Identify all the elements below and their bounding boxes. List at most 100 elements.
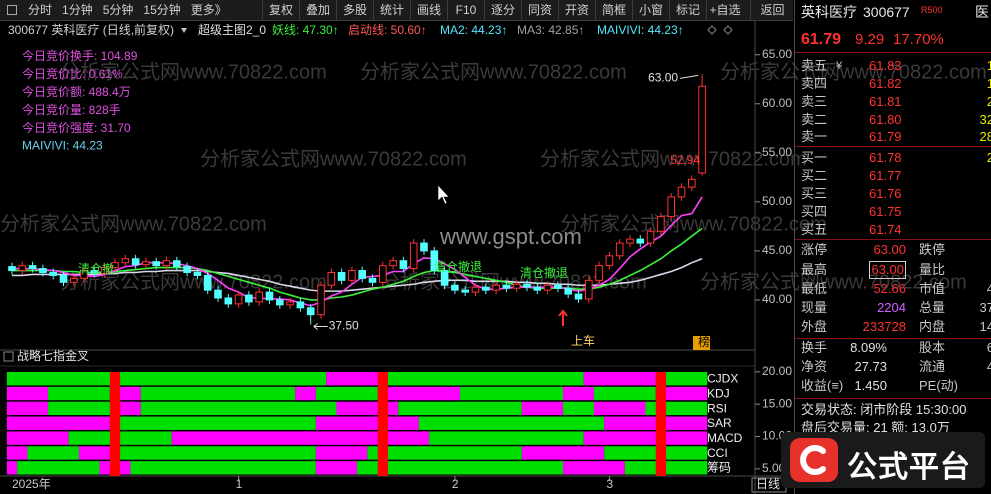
last-price: 61.79 [801,31,842,48]
period-tab[interactable]: 1分钟 [62,3,93,17]
book-label: 卖五 [801,58,828,73]
signal-run [315,386,378,401]
signal-run [655,372,708,386]
book-label: 买一 [801,150,828,165]
stat-value: 4 [987,281,991,297]
stat-value: 37 [979,300,991,315]
back-button[interactable]: 返回 [750,0,794,20]
signal-run [78,446,110,460]
y-tick-label: 20.00 [762,364,792,378]
stat-key: 量比 [919,262,946,277]
candle-body [162,260,171,267]
candle-body [337,271,346,281]
tool-button[interactable]: +自选 [706,0,743,20]
year-label: 2025年 [12,477,51,491]
logo-icon [790,438,838,482]
logo: 公式平台 [781,432,985,488]
tool-button[interactable]: 复权 [262,0,299,20]
period-tab[interactable]: 分时 [28,3,53,17]
panel-icons[interactable] [707,25,733,35]
x-tick-label: 1 [236,477,243,491]
chart-title: 300677 英科医疗 (日线,前复权) [8,22,174,37]
candle-body [265,291,274,301]
signal-run [27,446,79,460]
candle-body [28,265,37,270]
cut-label: 医 [975,4,989,20]
stat-value: 52.66 [873,281,906,296]
separator [795,146,991,147]
tool-button[interactable]: 逐分 [484,0,521,20]
signal-run [429,431,584,445]
candle-body [296,301,305,309]
watermark: 分析家公式网www.70822.com [60,270,327,293]
tool-button[interactable]: 开资 [558,0,595,20]
watermark: 分析家公式网www.70822.com [700,270,967,293]
separator [795,338,991,339]
row-label: KDJ [707,386,730,400]
row-label: RSI [707,401,727,415]
legend-item: 启动线: 50.60↑ [348,23,427,37]
signal-run [336,401,399,416]
signal-run [655,386,708,401]
watermark: 分析家公式网www.70822.com [560,212,827,235]
info-line: 今日竞价额: 488.4万 [22,84,131,99]
tool-button[interactable]: 标记 [669,0,706,20]
book-label: 买四 [801,204,828,219]
currency: ¥ [836,60,843,72]
annotation: 榜 [698,334,710,349]
signal-run [48,401,121,416]
max-label: 63.00 [648,71,678,85]
tool-buttons: 复权 叠加 多股 统计 画线 F10 逐分 同资 开资 简框 小窗 标记 +自选 [262,0,743,20]
signal-run [387,372,584,386]
annotation: 上车 [571,333,595,348]
panel-icon [3,351,14,362]
candle-body [70,277,78,283]
candle-body [49,271,58,276]
book-price: 61.77 [869,168,902,183]
watermark: 分析家公式网www.70822.com [60,60,327,83]
tool-button[interactable]: F10 [447,0,484,20]
tool-button[interactable]: 画线 [410,0,447,20]
tool-button[interactable]: 叠加 [299,0,336,20]
candle-body [399,260,408,270]
stat-key: 流通 [919,359,946,374]
menu-icon[interactable] [7,5,17,15]
y-tick-label: 5.00 [762,461,786,475]
book-volume: 2 [987,94,991,110]
signal-run [109,416,316,430]
y-tick-label: 50.00 [762,194,792,208]
period-tab[interactable]: 更多》 [190,3,227,17]
book-label: 卖四 [801,76,828,91]
period-tab[interactable]: 5分钟 [102,3,134,17]
watermark: www.gspt.com [439,224,582,249]
candle-body [688,178,696,188]
candle-body [276,299,284,306]
tool-button[interactable]: 同资 [521,0,558,20]
tool-button[interactable]: 小窗 [632,0,669,20]
candle-body [286,301,294,306]
tool-button[interactable]: 统计 [373,0,410,20]
stat-key: 市值 [919,281,946,296]
candle-body [245,294,253,303]
period-tab[interactable]: 15分钟 [143,3,181,17]
tool-button[interactable]: 简框 [595,0,632,20]
legend-item: 妖线: 47.30↑ [272,23,339,37]
candle-body [379,265,387,283]
info-line: 今日竞价比: 0.61% [22,66,123,81]
stat-value: 14 [979,319,991,334]
signal-run [17,461,100,475]
annotation: 清仓撤退 [434,259,482,274]
stat-key: 换手 [801,340,828,355]
book-label: 买五 [801,222,828,237]
book-label: 买二 [801,168,828,183]
book-price: 61.76 [869,186,902,201]
signal-run [140,386,296,401]
rank-badge [693,336,710,350]
dropdown-icon[interactable] [181,28,187,33]
candle-body [492,284,500,291]
signal-run [377,386,461,401]
candle-body [646,230,655,244]
y-tick-label: 65.00 [762,47,792,61]
stat-key: 净资 [801,359,828,374]
tool-button[interactable]: 多股 [336,0,373,20]
